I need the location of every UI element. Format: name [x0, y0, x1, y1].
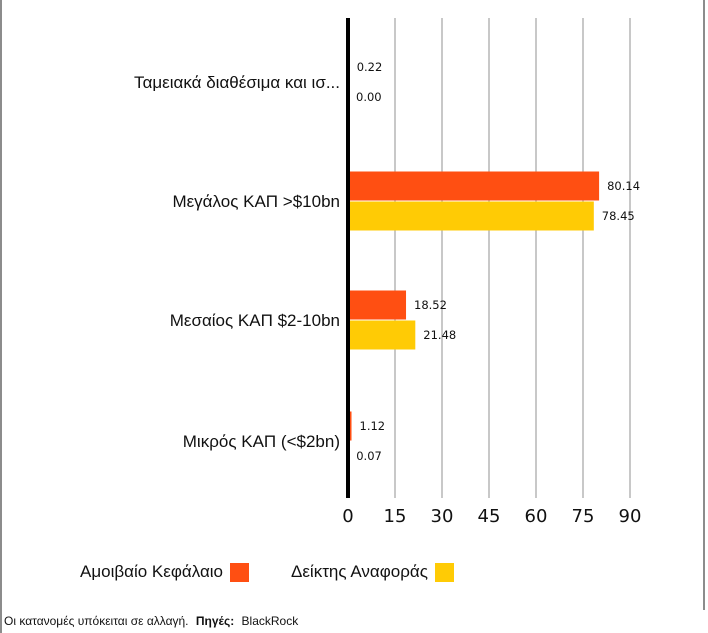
- value-labels: 0.22 0.00 80.14 78.45 18.52 21.48 1.12 0.07: [356, 60, 640, 463]
- category-labels: Ταμειακά διαθέσιμα και ισ... Μεγάλος ΚΑΠ …: [134, 73, 340, 451]
- bar-chart: 0.22 0.00 80.14 78.45 18.52 21.48 1.12 0.07 Ταμ…: [134, 18, 641, 527]
- category-label-2: Μεσαίος ΚΑΠ $2-10bn: [170, 311, 340, 330]
- footer-note: Οι κατανομές υπόκειται σε αλλαγή. Πηγές:…: [0, 610, 705, 633]
- gridlines: [394, 18, 631, 498]
- footer-source-value: BlackRock: [241, 614, 299, 628]
- legend-swatch-benchmark: [434, 562, 454, 582]
- legend-item-fund: Αμοιβαίο Κεφάλαιο: [80, 562, 249, 582]
- value-label-1-2: 21.48: [423, 328, 456, 342]
- x-tick-label-60: 60: [525, 506, 548, 527]
- legend: Αμοιβαίο Κεφάλαιο Δείκτης Αναφοράς: [80, 560, 496, 584]
- x-tick-labels: 0 15 30 45 60 75 90: [342, 506, 641, 527]
- value-label-0-1: 80.14: [607, 179, 640, 193]
- x-tick-label-0: 0: [342, 506, 353, 527]
- value-label-1-3: 0.07: [356, 449, 382, 463]
- bar-0-1: [348, 171, 600, 201]
- legend-label-benchmark: Δείκτης Αναφοράς: [291, 562, 428, 581]
- footer-source-label: Πηγές:: [195, 614, 235, 628]
- chart-frame: [0, 0, 705, 610]
- value-label-1-1: 78.45: [602, 209, 635, 223]
- x-tick-label-75: 75: [572, 506, 595, 527]
- value-label-0-2: 18.52: [414, 298, 447, 312]
- category-label-3: Μικρός ΚΑΠ (<$2bn): [183, 432, 340, 451]
- legend-item-benchmark: Δείκτης Αναφοράς: [291, 562, 454, 582]
- bar-0-2: [348, 290, 407, 320]
- x-tick-label-30: 30: [431, 506, 454, 527]
- value-label-0-3: 1.12: [360, 419, 386, 433]
- bars: [348, 52, 600, 471]
- legend-label-fund: Αμοιβαίο Κεφάλαιο: [80, 562, 223, 581]
- x-tick-label-15: 15: [384, 506, 407, 527]
- footer-disclaimer: Οι κατανομές υπόκειται σε αλλαγή.: [4, 614, 189, 628]
- bar-1-2: [348, 320, 416, 350]
- legend-swatch-fund: [230, 562, 249, 582]
- x-tick-label-45: 45: [478, 506, 501, 527]
- category-label-1: Μεγάλος ΚΑΠ >$10bn: [172, 192, 340, 211]
- x-tick-label-90: 90: [619, 506, 642, 527]
- value-label-0-0: 0.22: [357, 60, 383, 74]
- bar-1-1: [348, 201, 594, 231]
- category-label-0: Ταμειακά διαθέσιμα και ισ...: [134, 73, 340, 92]
- value-label-1-0: 0.00: [356, 90, 382, 104]
